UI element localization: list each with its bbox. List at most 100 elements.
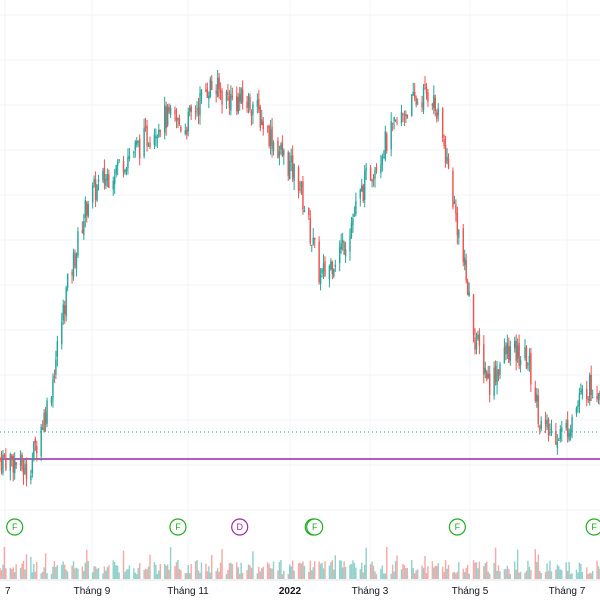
- candle-body: [466, 280, 469, 296]
- candle-body: [168, 107, 170, 112]
- financial-event-marker[interactable]: F: [585, 518, 600, 536]
- candle-body: [341, 239, 344, 244]
- candle-body: [66, 273, 69, 288]
- volume-bar: [499, 571, 501, 579]
- candle-body: [194, 111, 197, 113]
- candle-body: [137, 140, 139, 143]
- candle-body: [122, 160, 125, 173]
- financial-event-marker[interactable]: F: [448, 518, 466, 536]
- candle-body: [556, 442, 559, 448]
- volume-bar: [103, 566, 106, 579]
- financial-event-marker[interactable]: F: [169, 518, 187, 536]
- candle-body: [402, 113, 404, 116]
- volume-bar: [241, 572, 244, 579]
- volume-bar: [566, 570, 569, 579]
- candle-body: [174, 109, 176, 115]
- candle-body: [505, 345, 507, 355]
- volume-bar: [444, 559, 447, 579]
- candle-body: [546, 420, 548, 428]
- volume-bar: [287, 574, 289, 579]
- candle-body: [33, 441, 35, 460]
- volume-bar: [52, 566, 54, 579]
- volume-bar: [283, 570, 285, 579]
- candle-body: [163, 105, 166, 133]
- volume-bar: [125, 569, 128, 579]
- volume-bar: [468, 573, 470, 579]
- volume-bar: [494, 547, 497, 579]
- volume-bar: [11, 569, 13, 579]
- volume-bar: [97, 567, 100, 579]
- volume-bar: [72, 561, 75, 579]
- candle-body: [200, 90, 203, 96]
- volume-bar: [252, 551, 254, 579]
- candle-body: [330, 260, 332, 269]
- volume-bar: [330, 562, 332, 579]
- candle-body: [488, 373, 491, 395]
- candle-body: [113, 177, 116, 185]
- volume-bar: [559, 569, 562, 579]
- volume-bar: [15, 564, 17, 579]
- event-label: D: [236, 522, 243, 532]
- candle-body: [106, 174, 109, 181]
- volume-bar: [465, 567, 467, 579]
- volume-bar: [259, 571, 262, 579]
- volume-bar: [372, 565, 375, 579]
- volume-bar: [597, 566, 600, 579]
- candle-body: [281, 141, 284, 157]
- candle-body: [446, 156, 448, 162]
- candle-body: [516, 345, 519, 359]
- event-label: F: [312, 522, 318, 532]
- volume-bar: [503, 569, 506, 579]
- volume-bar: [184, 573, 187, 579]
- candle-body: [180, 126, 182, 132]
- candle-body: [147, 146, 150, 148]
- candle-body: [547, 419, 550, 436]
- volume-bar: [138, 563, 141, 579]
- volume-bar: [483, 566, 485, 579]
- time-axis: 7 Tháng 9 Tháng 11 2022 Tháng 3 Tháng 5 Tháng …: [5, 586, 586, 597]
- volume-bar: [187, 565, 189, 579]
- volume-bar: [394, 561, 397, 579]
- dividend-event-marker[interactable]: D: [231, 518, 249, 536]
- event-circle: [306, 518, 324, 536]
- candle-body: [25, 464, 28, 480]
- candle-body: [513, 340, 516, 349]
- volume-bar: [488, 573, 491, 579]
- volume-bar: [509, 573, 512, 579]
- candle-body: [484, 368, 487, 374]
- candle-body: [394, 119, 397, 121]
- candle-body: [269, 129, 272, 147]
- volume-bar: [288, 564, 291, 579]
- candle-body: [72, 252, 75, 277]
- candle-body: [340, 243, 342, 250]
- volume-bar: [178, 569, 181, 579]
- candle-body: [108, 174, 110, 188]
- volume-bar: [484, 563, 487, 579]
- volume-bar: [25, 554, 28, 579]
- financial-event-marker[interactable]: F: [306, 518, 324, 536]
- volume-bar: [246, 570, 248, 579]
- volume-bar: [558, 566, 560, 579]
- volume-bar: [487, 571, 489, 579]
- volume-bar: [190, 563, 192, 579]
- candle-body: [413, 91, 416, 99]
- event-markers[interactable]: FFDFFFF: [6, 518, 600, 536]
- candle-body: [396, 122, 398, 124]
- volume-bar: [158, 570, 160, 579]
- volume-bar: [236, 562, 238, 579]
- financial-event-marker[interactable]: F: [6, 518, 24, 536]
- candle-body: [218, 77, 220, 90]
- volume-bar: [205, 563, 207, 579]
- candle-body: [9, 454, 12, 471]
- volume-bar: [219, 562, 222, 579]
- candle-body: [280, 144, 282, 150]
- volume-bar: [452, 572, 454, 579]
- candle-body: [353, 214, 356, 217]
- candle-body: [103, 167, 106, 184]
- candle-body: [463, 257, 466, 265]
- candle-body: [34, 438, 37, 443]
- volume-bar: [163, 564, 166, 579]
- volume-bar: [87, 560, 89, 579]
